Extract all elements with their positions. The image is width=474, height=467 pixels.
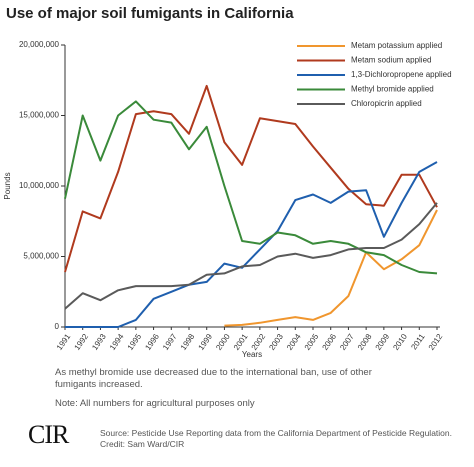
- credit: Credit: Sam Ward/CIR: [100, 439, 185, 449]
- series-line: [64, 100, 438, 275]
- x-tick-label: 2012: [427, 332, 445, 352]
- x-tick-label: 1996: [143, 332, 161, 352]
- chart: Use of major soil fumigants in Californi…: [3, 5, 452, 359]
- legend-label: Metam potassium applied: [351, 41, 442, 50]
- y-axis-label: Pounds: [3, 172, 12, 199]
- y-tick-label: 10,000,000: [19, 181, 60, 190]
- x-tick-label: 2000: [214, 332, 232, 352]
- legend-label: 1,3-Dichloropropene applied: [351, 70, 452, 79]
- legend-label: Chloropicrin applied: [351, 99, 422, 108]
- x-tick-label: 2010: [391, 332, 409, 352]
- x-tick-label: 2007: [338, 332, 356, 352]
- x-tick-label: 1991: [55, 332, 73, 352]
- series-line: [224, 209, 438, 327]
- x-axis-label: Years: [242, 350, 262, 359]
- x-tick-label: 1994: [108, 332, 126, 352]
- x-tick-label: 1999: [197, 332, 215, 352]
- x-tick-label: 2009: [374, 332, 392, 352]
- x-tick-label: 2008: [356, 332, 374, 352]
- source-text: Source: Pesticide Use Reporting data fro…: [100, 428, 452, 450]
- source: Source: Pesticide Use Reporting data fro…: [100, 428, 452, 438]
- chart-title: Use of major soil fumigants in Californi…: [6, 5, 294, 22]
- y-tick-label: 5,000,000: [23, 252, 59, 261]
- legend-label: Methyl bromide applied: [351, 85, 434, 94]
- note-line: As methyl bromide use decreased due to t…: [55, 367, 372, 378]
- series-line: [64, 202, 438, 310]
- note-text: As methyl bromide use decreased due to t…: [55, 367, 372, 391]
- x-tick-label: 2002: [250, 332, 268, 352]
- y-tick-label: 0: [55, 322, 60, 331]
- x-tick-label: 2005: [303, 332, 321, 352]
- y-tick-label: 15,000,000: [19, 111, 60, 120]
- x-tick-label: 2001: [232, 332, 250, 352]
- x-tick-label: 2006: [321, 332, 339, 352]
- logo: CIR: [28, 420, 69, 449]
- x-tick-label: 1998: [179, 332, 197, 352]
- x-tick-label: 1995: [126, 332, 144, 352]
- x-tick-label: 1997: [161, 332, 179, 352]
- x-tick-label: 1993: [90, 332, 108, 352]
- note-line: fumigants increased.: [55, 379, 143, 390]
- y-tick-label: 20,000,000: [19, 40, 60, 49]
- legend-label: Metam sodium applied: [351, 56, 431, 65]
- note-text: Note: All numbers for agricultural purpo…: [55, 398, 255, 409]
- x-tick-label: 2011: [409, 332, 427, 352]
- series-line: [64, 84, 438, 273]
- x-tick-label: 2004: [285, 332, 303, 352]
- x-tick-label: 1992: [73, 332, 91, 352]
- series-line: [65, 161, 438, 328]
- x-tick-label: 2003: [267, 332, 285, 352]
